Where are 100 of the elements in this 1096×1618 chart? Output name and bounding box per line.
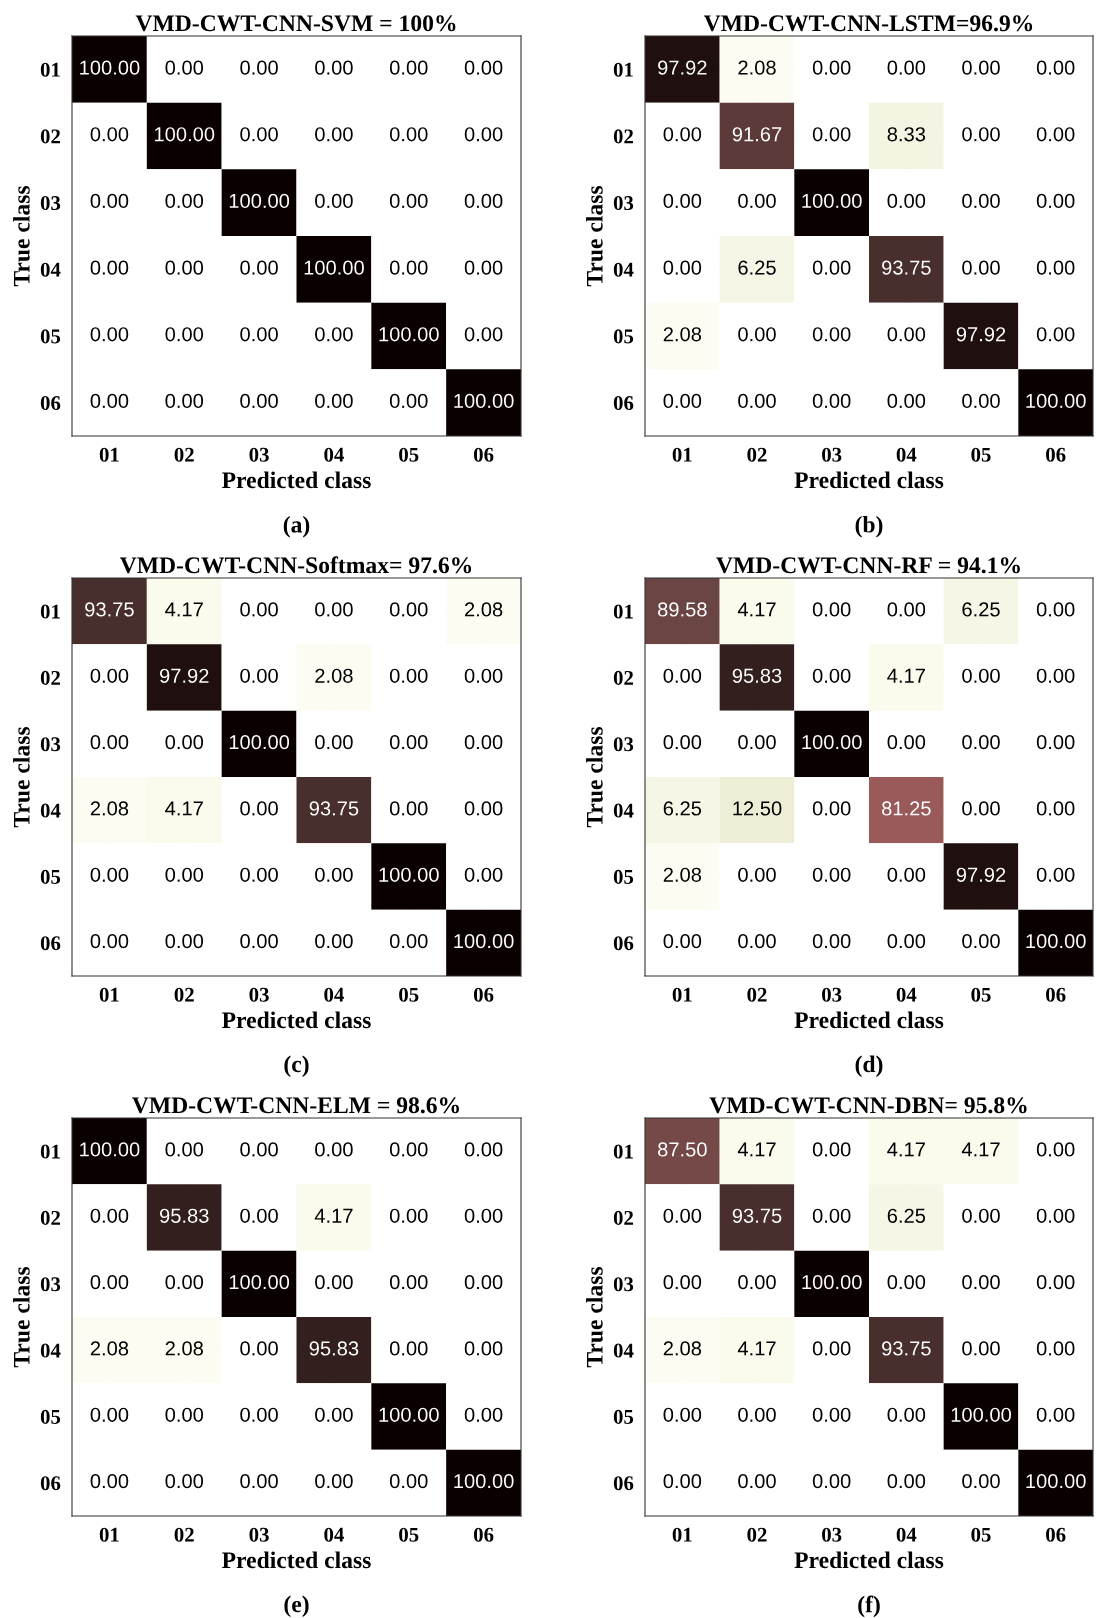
x-tick-label: 02 [174, 447, 194, 462]
data-label: 0.00 [389, 1142, 428, 1157]
data-label: 0.00 [90, 127, 129, 142]
x-tick-label: 01 [99, 987, 119, 1002]
data-label: 0.00 [887, 867, 926, 882]
x-tick-label: 06 [473, 447, 494, 462]
y-tick-label: 01 [613, 604, 633, 619]
data-label: 0.00 [165, 260, 204, 275]
data-label: 0.00 [1036, 734, 1075, 750]
text: (b) [855, 516, 883, 538]
data-label: 0.00 [315, 327, 353, 342]
data-label: 0.00 [240, 393, 278, 409]
data-label: 0.00 [738, 1407, 776, 1422]
data-label: 100.00 [1026, 1473, 1086, 1489]
data-label: 87.50 [658, 1142, 707, 1157]
y-tick-label: 06 [40, 396, 61, 411]
data-label: 0.00 [389, 193, 428, 209]
data-label: 0.00 [1036, 1407, 1075, 1422]
data-label: 0.00 [962, 1473, 1000, 1489]
data-label: 0.00 [90, 1473, 129, 1489]
data-label: 0.00 [812, 393, 851, 409]
data-label: 0.00 [962, 1341, 1000, 1356]
data-label: 95.83 [309, 1341, 359, 1356]
data-label: 0.00 [464, 1407, 503, 1422]
data-label: 0.00 [240, 801, 278, 816]
data-label: 0.00 [240, 260, 278, 275]
y-tick-label: 02 [40, 670, 60, 685]
data-label: 89.58 [658, 602, 707, 617]
chart-title: VMD-CWT-CNN-Softmax= 97.6% [119, 556, 472, 574]
data-label: 0.00 [663, 193, 702, 209]
x-tick-label: 04 [896, 987, 917, 1002]
data-label: 0.00 [315, 734, 353, 750]
data-label: 0.00 [1036, 60, 1075, 75]
data-label: 0.00 [90, 1274, 129, 1290]
data-label: 2.08 [663, 867, 702, 882]
data-label: 0.00 [663, 1407, 702, 1422]
data-label: 2.08 [663, 1341, 702, 1356]
data-label: 0.00 [887, 60, 926, 75]
data-label: 97.92 [956, 327, 1006, 342]
x-tick-label: 05 [971, 1527, 991, 1542]
data-label: 100.00 [1026, 393, 1086, 409]
data-label: 4.17 [165, 602, 203, 617]
data-label: 0.00 [962, 393, 1000, 409]
data-label: 0.00 [90, 193, 129, 209]
data-label: 100.00 [802, 193, 862, 209]
data-label: 0.00 [812, 260, 851, 275]
data-label: 0.00 [315, 393, 353, 409]
data-label: 0.00 [887, 327, 926, 342]
data-label: 0.00 [962, 1208, 1000, 1223]
y-tick-label: 02 [40, 129, 60, 144]
data-label: 0.00 [315, 1473, 353, 1489]
data-label: 0.00 [464, 127, 503, 142]
data-label: 0.00 [464, 60, 503, 75]
data-label: 0.00 [165, 60, 204, 75]
data-label: 0.00 [738, 327, 776, 342]
data-label: 0.00 [738, 1473, 776, 1489]
data-label: 0.00 [1036, 1274, 1075, 1290]
y-tick-label: 04 [613, 803, 634, 818]
data-label: 93.75 [732, 1208, 782, 1223]
data-label: 0.00 [663, 1274, 702, 1290]
data-label: 0.00 [90, 393, 129, 409]
x-tick-label: 03 [249, 447, 269, 462]
y-tick-label: 01 [40, 604, 60, 619]
y-tick-label: 06 [40, 1476, 61, 1491]
data-label: 0.00 [812, 602, 851, 617]
data-label: 97.92 [658, 60, 707, 75]
x-tick-label: 04 [896, 447, 917, 462]
data-label: 0.00 [663, 933, 702, 949]
y-tick-label: 03 [613, 1277, 634, 1292]
y-tick-label: 06 [613, 936, 634, 951]
x-tick-label: 05 [399, 447, 419, 462]
data-label: 0.00 [315, 127, 353, 142]
data-label: 0.00 [887, 393, 926, 409]
data-label: 93.75 [85, 602, 134, 617]
y-tick-label: 02 [40, 1210, 60, 1225]
data-label: 100.00 [229, 1274, 290, 1290]
data-label: 0.00 [962, 60, 1000, 75]
data-label: 100.00 [154, 127, 215, 142]
data-label: 100.00 [229, 193, 290, 209]
data-label: 0.00 [389, 127, 428, 142]
data-label: 0.00 [240, 327, 278, 342]
data-label: 0.00 [389, 60, 428, 75]
y-tick-label: 02 [613, 1210, 633, 1225]
data-label: 0.00 [240, 867, 278, 882]
data-label: 4.17 [961, 1142, 1000, 1157]
data-label: 0.00 [887, 1473, 926, 1489]
data-label: 0.00 [962, 127, 1000, 142]
data-label: 0.00 [464, 1208, 503, 1223]
data-label: 0.00 [90, 867, 129, 882]
data-label: 0.00 [464, 668, 503, 683]
x-tick-label: 04 [324, 447, 344, 462]
data-label: 0.00 [1036, 801, 1075, 816]
x-tick-label: 03 [822, 447, 842, 462]
x-tick-label: 01 [99, 447, 119, 462]
y-tick-label: 06 [613, 396, 634, 411]
y-tick-label: 04 [40, 803, 61, 818]
x-tick-label: 02 [747, 1527, 767, 1542]
y-tick-label: 01 [40, 62, 60, 77]
data-label: 0.00 [315, 193, 353, 209]
data-label: 93.75 [309, 801, 359, 816]
